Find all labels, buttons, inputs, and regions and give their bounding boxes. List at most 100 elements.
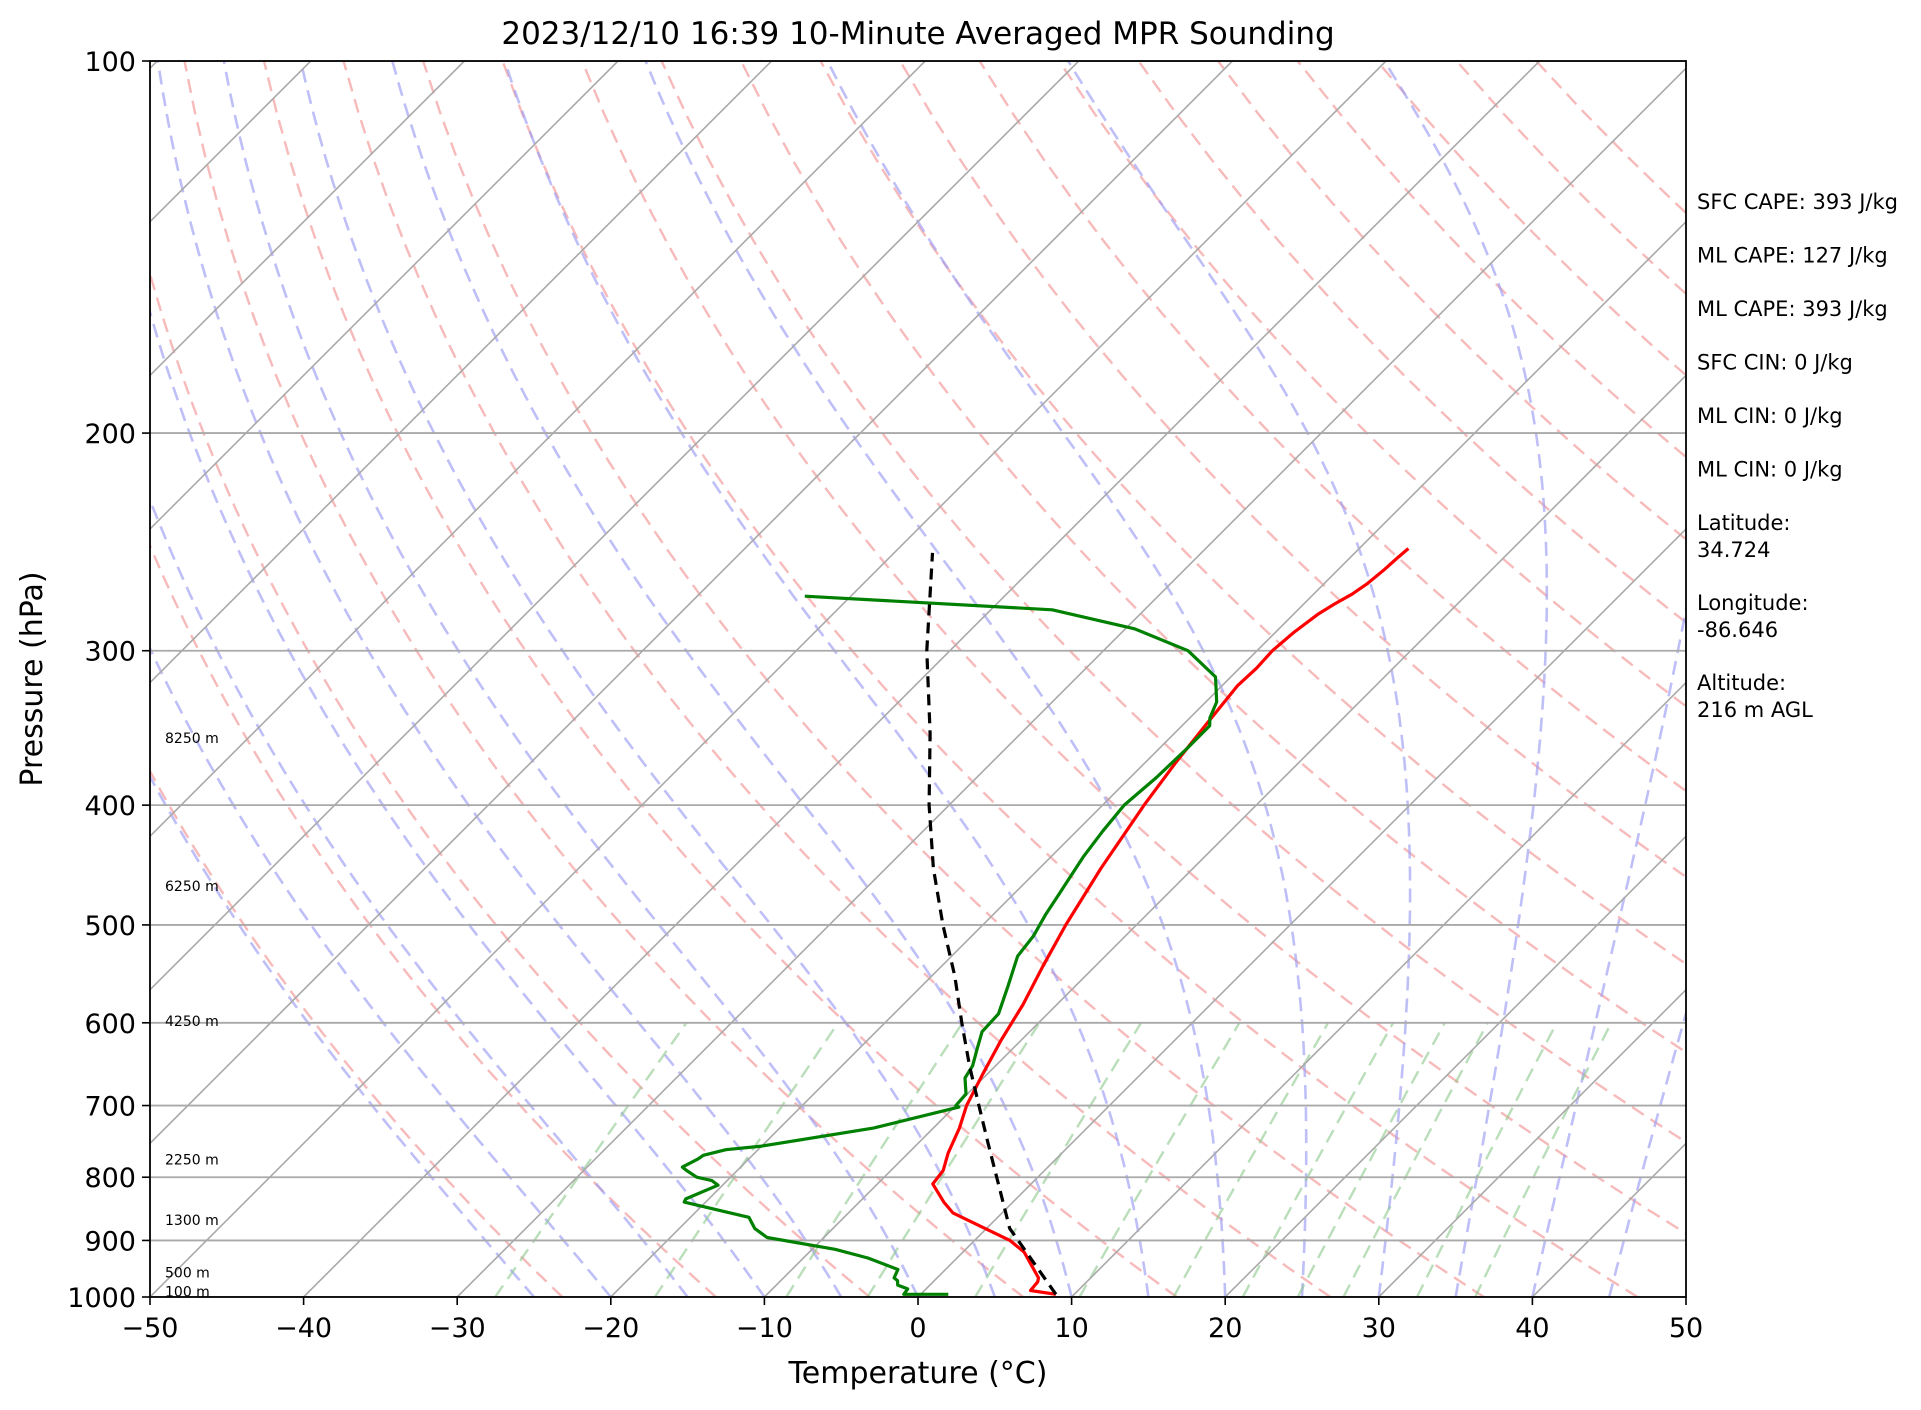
background-grid	[0, 61, 1686, 1297]
chart-title: 2023/12/10 16:39 10-Minute Averaged MPR …	[501, 16, 1334, 52]
y-tick-label: 300	[84, 637, 136, 668]
dry-adiabat-line	[819, 61, 1686, 966]
annotation-text: SFC CAPE: 393 J/kg	[1697, 190, 1898, 214]
annotation-text: ML CAPE: 127 J/kg	[1697, 244, 1888, 268]
sounding-parameters: SFC CAPE: 393 J/kg ML CAPE: 127 J/kg ML CA…	[1697, 190, 1898, 722]
isotherm-line	[303, 61, 1541, 1297]
x-tick-label: −20	[582, 1313, 639, 1344]
dry-adiabat-line	[899, 61, 1686, 879]
mixing-ratio-line	[653, 1022, 840, 1297]
x-tick-label: −50	[122, 1313, 179, 1344]
dry-adiabat-line	[660, 61, 1686, 1144]
parcel-profile	[925, 552, 1058, 1296]
annotation-text: 216 m AGL	[1697, 698, 1813, 722]
y-tick-label: 500	[84, 911, 136, 942]
height-label: 4250 m	[165, 1014, 219, 1030]
height-label: 500 m	[165, 1265, 210, 1281]
isotherm-line	[1071, 681, 1686, 1297]
dry-adiabat-line	[183, 61, 1024, 1297]
moist-adiabat-line	[150, 307, 766, 1297]
moist-adiabat-line	[1066, 61, 1412, 1297]
x-tick-label: 10	[1054, 1313, 1088, 1344]
x-tick-label: 50	[1669, 1313, 1703, 1344]
isotherm-line	[1378, 988, 1686, 1297]
dry-adiabat-line	[1058, 61, 1686, 708]
moist-adiabat-line	[150, 496, 689, 1297]
height-label: 100 m	[165, 1285, 210, 1301]
mixing-ratio-line	[1342, 1022, 1489, 1297]
isotherm-line	[610, 220, 1686, 1297]
dry-adiabat-line	[501, 61, 1639, 1297]
y-tick-label: 900	[84, 1226, 136, 1257]
annotation-text: Longitude:	[1697, 591, 1809, 615]
annotation-text: ML CIN: 0 J/kg	[1697, 458, 1843, 482]
annotation-text: Latitude:	[1697, 511, 1791, 535]
height-label: 8250 m	[165, 731, 219, 747]
y-tick-label: 400	[84, 791, 136, 822]
y-tick-label: 800	[84, 1163, 136, 1194]
moist-adiabat-line	[299, 61, 997, 1297]
dry-adiabat-line	[262, 61, 1178, 1297]
y-tick-label: 100	[84, 47, 136, 78]
plot-frame	[149, 60, 1687, 1298]
height-label: 2250 m	[165, 1152, 219, 1168]
x-tick-label: −30	[429, 1313, 486, 1344]
isotherm-line	[1224, 835, 1686, 1297]
temperature-profile	[931, 547, 1410, 1296]
x-tick-label: 30	[1362, 1313, 1396, 1344]
isotherm-line	[150, 61, 1080, 991]
isotherm-line	[456, 67, 1686, 1297]
isotherm-line	[763, 374, 1686, 1297]
dewpoint-profile	[680, 594, 1219, 1296]
x-tick-label: −10	[736, 1313, 793, 1344]
moist-adiabat-line	[150, 645, 612, 1297]
moist-adiabat-line	[222, 61, 920, 1297]
y-tick-label: 600	[84, 1009, 136, 1040]
y-tick-label: 200	[84, 419, 136, 450]
dry-adiabat-line	[150, 269, 871, 1297]
annotation-text: 34.724	[1697, 538, 1770, 562]
isotherm-line	[150, 61, 773, 684]
height-label: 1300 m	[165, 1213, 219, 1229]
isotherm-line	[917, 527, 1686, 1297]
annotation-text: Altitude:	[1697, 671, 1786, 695]
moist-adiabat-line	[503, 61, 1150, 1297]
annotation-text: SFC CIN: 0 J/kg	[1697, 351, 1853, 375]
moist-adiabat-line	[826, 61, 1308, 1297]
mixing-ratio-line	[785, 1022, 964, 1297]
moist-adiabat-line	[156, 61, 843, 1297]
annotation-text: ML CIN: 0 J/kg	[1697, 404, 1843, 428]
moist-adiabat-line	[1607, 1008, 1686, 1297]
y-tick-label: 1000	[67, 1283, 136, 1314]
dry-adiabat-line	[580, 61, 1686, 1235]
mixing-ratio-line	[1415, 1022, 1558, 1297]
dry-adiabat-line	[978, 61, 1686, 793]
moist-adiabat-line	[644, 61, 1227, 1297]
height-labels: 100 m 500 m 1300 m 2250 m 4250 m 6250 m 8250 m	[165, 731, 219, 1301]
isotherm-line	[150, 61, 1233, 1145]
mixing-ratio-line	[1474, 1022, 1613, 1297]
isotherm-line	[0, 61, 4, 1297]
y-axis-label: Pressure (hPa)	[15, 571, 50, 786]
mixing-ratio-line	[866, 1022, 1041, 1297]
dry-adiabat-line	[740, 61, 1686, 1054]
moist-adiabat-line	[1531, 602, 1686, 1297]
annotation-text: ML CAPE: 393 J/kg	[1697, 297, 1888, 321]
x-tick-label: −40	[275, 1313, 332, 1344]
y-tick-label: 700	[84, 1092, 136, 1123]
x-tick-label: 20	[1208, 1313, 1242, 1344]
isotherm-line	[150, 61, 465, 377]
isotherm-line	[150, 61, 926, 838]
sounding-profiles	[680, 547, 1410, 1296]
isotherm-line	[150, 61, 619, 531]
x-axis-label: Temperature (°C)	[788, 1356, 1048, 1391]
moist-adiabat-line	[150, 773, 535, 1297]
dry-adiabat-line	[150, 768, 564, 1297]
dry-adiabat-line	[150, 542, 717, 1297]
dry-adiabat-line	[342, 61, 1332, 1297]
annotation-text: -86.646	[1697, 618, 1778, 642]
mixing-ratio-line	[494, 1022, 688, 1297]
height-label: 6250 m	[165, 879, 219, 895]
